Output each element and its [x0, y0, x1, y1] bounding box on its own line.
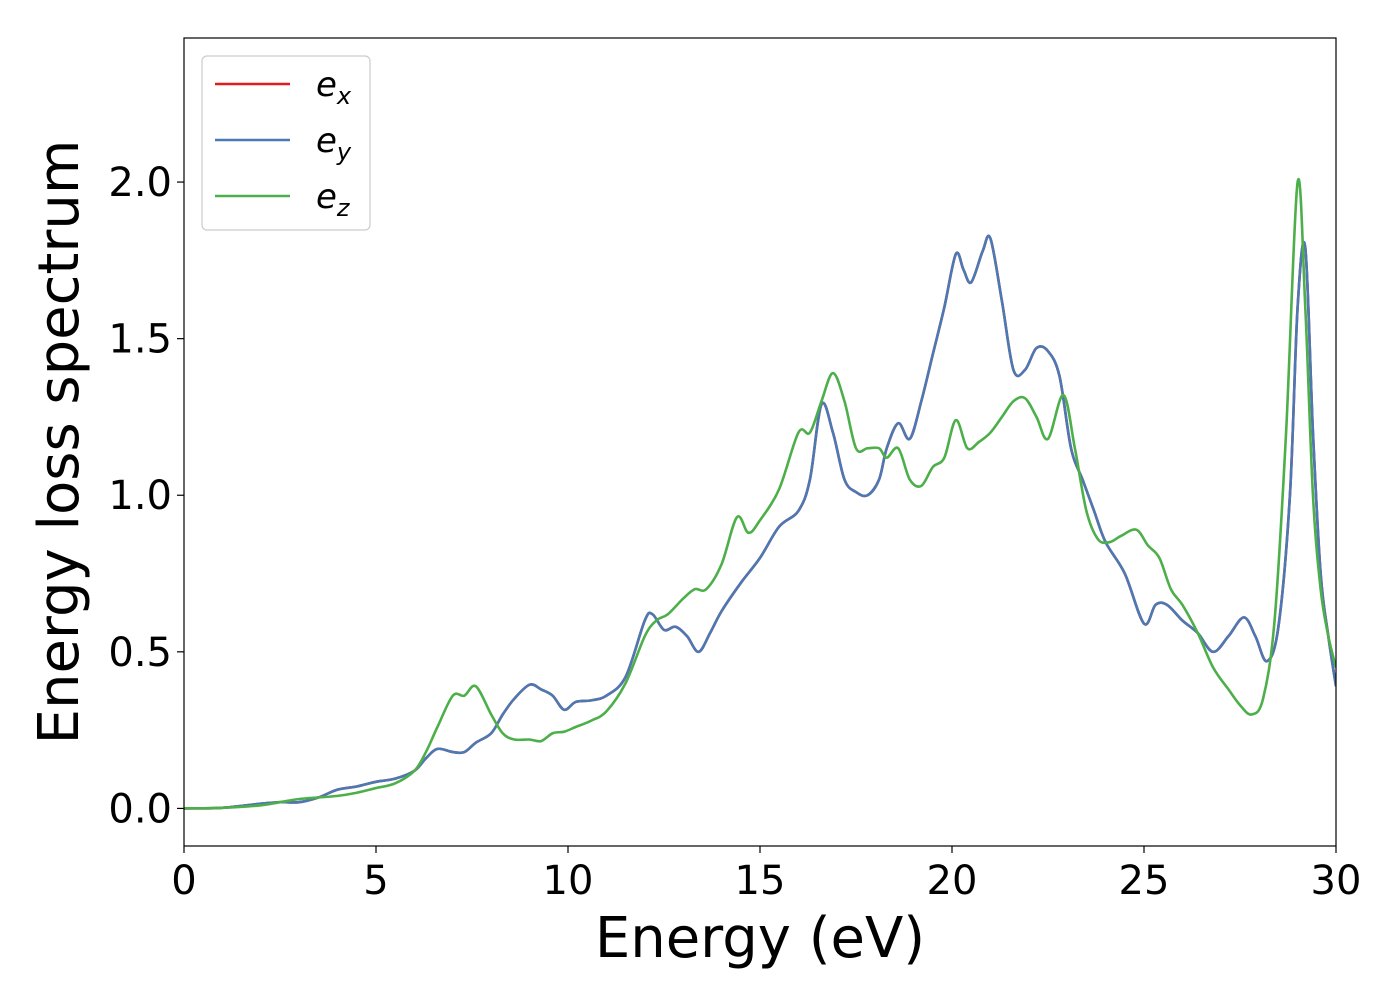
series-line-y [184, 234, 1336, 810]
y-tick-label: 1.0 [108, 473, 172, 519]
x-tick-label: 10 [543, 858, 594, 904]
x-tick-label: 15 [735, 858, 786, 904]
x-tick-label: 25 [1119, 858, 1170, 904]
legend-label-x: ex [316, 65, 352, 110]
y-tick-label: 1.5 [108, 317, 172, 363]
x-tick-label: 30 [1311, 858, 1362, 904]
x-tick-label: 5 [363, 858, 388, 904]
x-tick-label: 20 [927, 858, 978, 904]
y-tick-label: 0.0 [108, 786, 172, 832]
x-axis-ticks: 0 5 10 15 20 25 30 [171, 846, 1361, 904]
legend-label-z: ez [316, 177, 351, 222]
series-layer [184, 177, 1336, 810]
legend-label-y: ey [316, 121, 352, 166]
legend-box [201, 55, 371, 231]
y-axis-ticks: 0.0 0.5 1.0 1.5 2.0 [108, 160, 184, 832]
series-line-z [184, 177, 1336, 810]
x-tick-label: 0 [171, 858, 196, 904]
x-axis-label: Energy (eV) [595, 906, 925, 971]
y-axis-label: Energy loss spectrum [27, 140, 92, 745]
y-tick-label: 2.0 [108, 160, 172, 206]
y-tick-label: 0.5 [108, 630, 172, 676]
legend: ex ey ez [201, 55, 371, 231]
